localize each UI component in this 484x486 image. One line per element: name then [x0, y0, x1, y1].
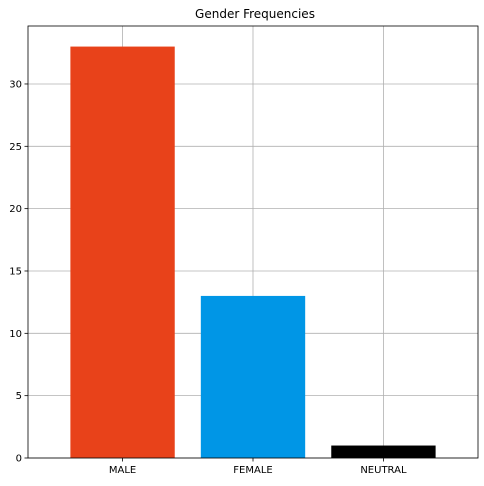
bars: [70, 46, 436, 458]
bar-female: [200, 295, 306, 458]
y-tick-label: 10: [9, 329, 22, 340]
y-tick-label: 25: [9, 142, 22, 153]
x-tick-label: MALE: [109, 465, 136, 476]
y-axis-ticks: 0 5 10 15 20 25 30: [9, 79, 28, 465]
y-tick-label: 0: [16, 454, 22, 465]
y-tick-label: 20: [9, 204, 22, 215]
chart-title: Gender Frequencies: [195, 7, 315, 21]
bar-male: [70, 46, 175, 458]
y-tick-label: 15: [9, 266, 22, 277]
y-tick-label: 5: [16, 391, 22, 402]
x-tick-label: FEMALE: [233, 465, 272, 476]
x-axis-ticks: MALE FEMALE NEUTRAL: [109, 458, 407, 476]
y-tick-label: 30: [9, 79, 22, 90]
x-tick-label: NEUTRAL: [360, 465, 407, 476]
bar-neutral: [331, 445, 436, 458]
